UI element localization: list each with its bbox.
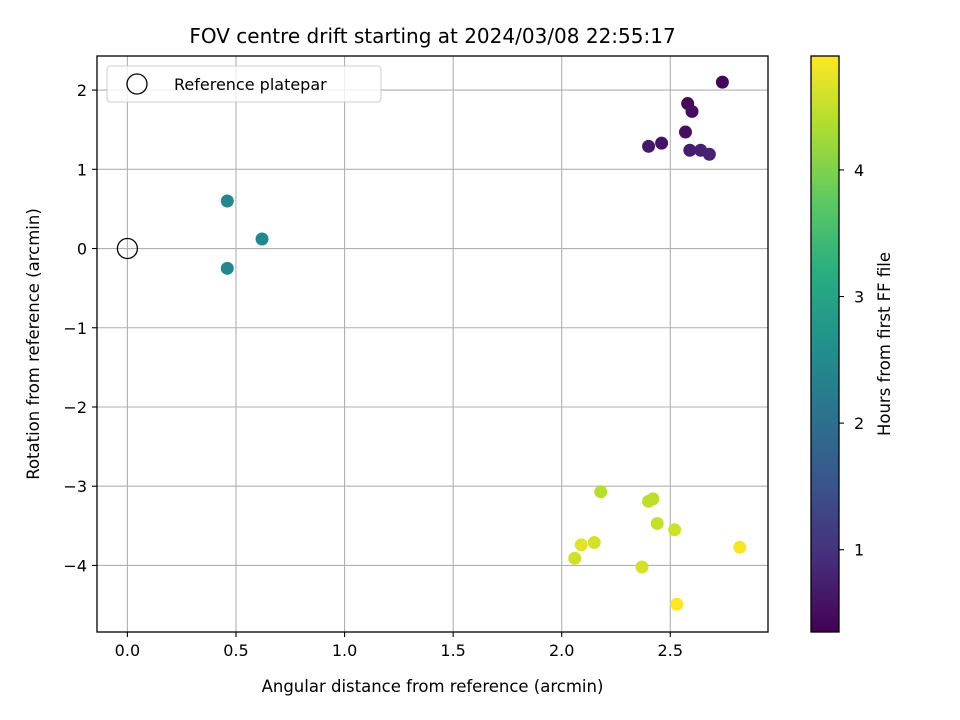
y-tick-label: 2 <box>77 81 87 100</box>
data-point <box>635 560 649 574</box>
data-point <box>574 538 588 552</box>
x-tick-label: 2.0 <box>549 641 574 660</box>
colorbar-ticks: 1 2 3 4 <box>839 161 864 560</box>
data-point <box>568 551 582 565</box>
data-point <box>715 75 729 89</box>
data-point <box>670 597 684 611</box>
data-point <box>678 125 692 139</box>
legend: Reference platepar <box>106 65 382 103</box>
data-point <box>587 535 601 549</box>
colorbar-gradient <box>811 56 839 632</box>
colorbar: 1 2 3 4 Hours from first FF file <box>810 55 894 633</box>
colorbar-frame <box>810 55 840 633</box>
data-point <box>655 136 669 150</box>
data-point <box>255 232 269 246</box>
y-axis-ticks: 2 1 0 −1 −2 −3 −4 <box>63 81 97 575</box>
legend-label-reference: Reference platepar <box>174 75 327 94</box>
scatter-points <box>220 75 747 611</box>
legend-box <box>106 65 382 103</box>
data-point <box>642 494 656 508</box>
x-axis-label: Angular distance from reference (arcmin) <box>262 677 604 696</box>
data-point <box>642 139 656 153</box>
y-tick-label: 1 <box>77 160 87 179</box>
data-point <box>668 523 682 537</box>
data-point <box>220 261 234 275</box>
x-tick-label: 1.5 <box>440 641 465 660</box>
data-point <box>220 194 234 208</box>
y-tick-label: −3 <box>63 477 87 496</box>
grid <box>97 56 768 632</box>
x-tick-label: 2.5 <box>658 641 683 660</box>
colorbar-tick-label: 3 <box>854 288 864 307</box>
y-tick-label: −2 <box>63 398 87 417</box>
data-point <box>685 104 699 118</box>
data-point <box>594 485 608 499</box>
legend-marker-reference <box>126 73 148 95</box>
x-axis-ticks: 0.0 0.5 1.0 1.5 2.0 2.5 <box>115 632 683 660</box>
data-point <box>702 147 716 161</box>
y-axis-label: Rotation from reference (arcmin) <box>24 208 43 480</box>
colorbar-tick-label: 2 <box>854 414 864 433</box>
data-point <box>683 143 697 157</box>
data-point <box>733 540 747 554</box>
y-tick-label: 0 <box>77 240 87 259</box>
colorbar-tick-label: 4 <box>854 161 864 180</box>
chart-title: FOV centre drift starting at 2024/03/08 … <box>189 24 675 48</box>
y-tick-label: −1 <box>63 319 87 338</box>
colorbar-tick-label: 1 <box>854 541 864 560</box>
data-point <box>650 516 664 530</box>
reference-marker-layer <box>116 237 139 260</box>
x-tick-label: 1.0 <box>332 641 357 660</box>
colorbar-label: Hours from first FF file <box>875 252 894 436</box>
reference-platepar-marker <box>116 237 139 260</box>
plot-area-frame <box>96 55 769 633</box>
y-tick-label: −4 <box>63 556 87 575</box>
x-tick-label: 0.5 <box>223 641 248 660</box>
x-tick-label: 0.0 <box>115 641 140 660</box>
